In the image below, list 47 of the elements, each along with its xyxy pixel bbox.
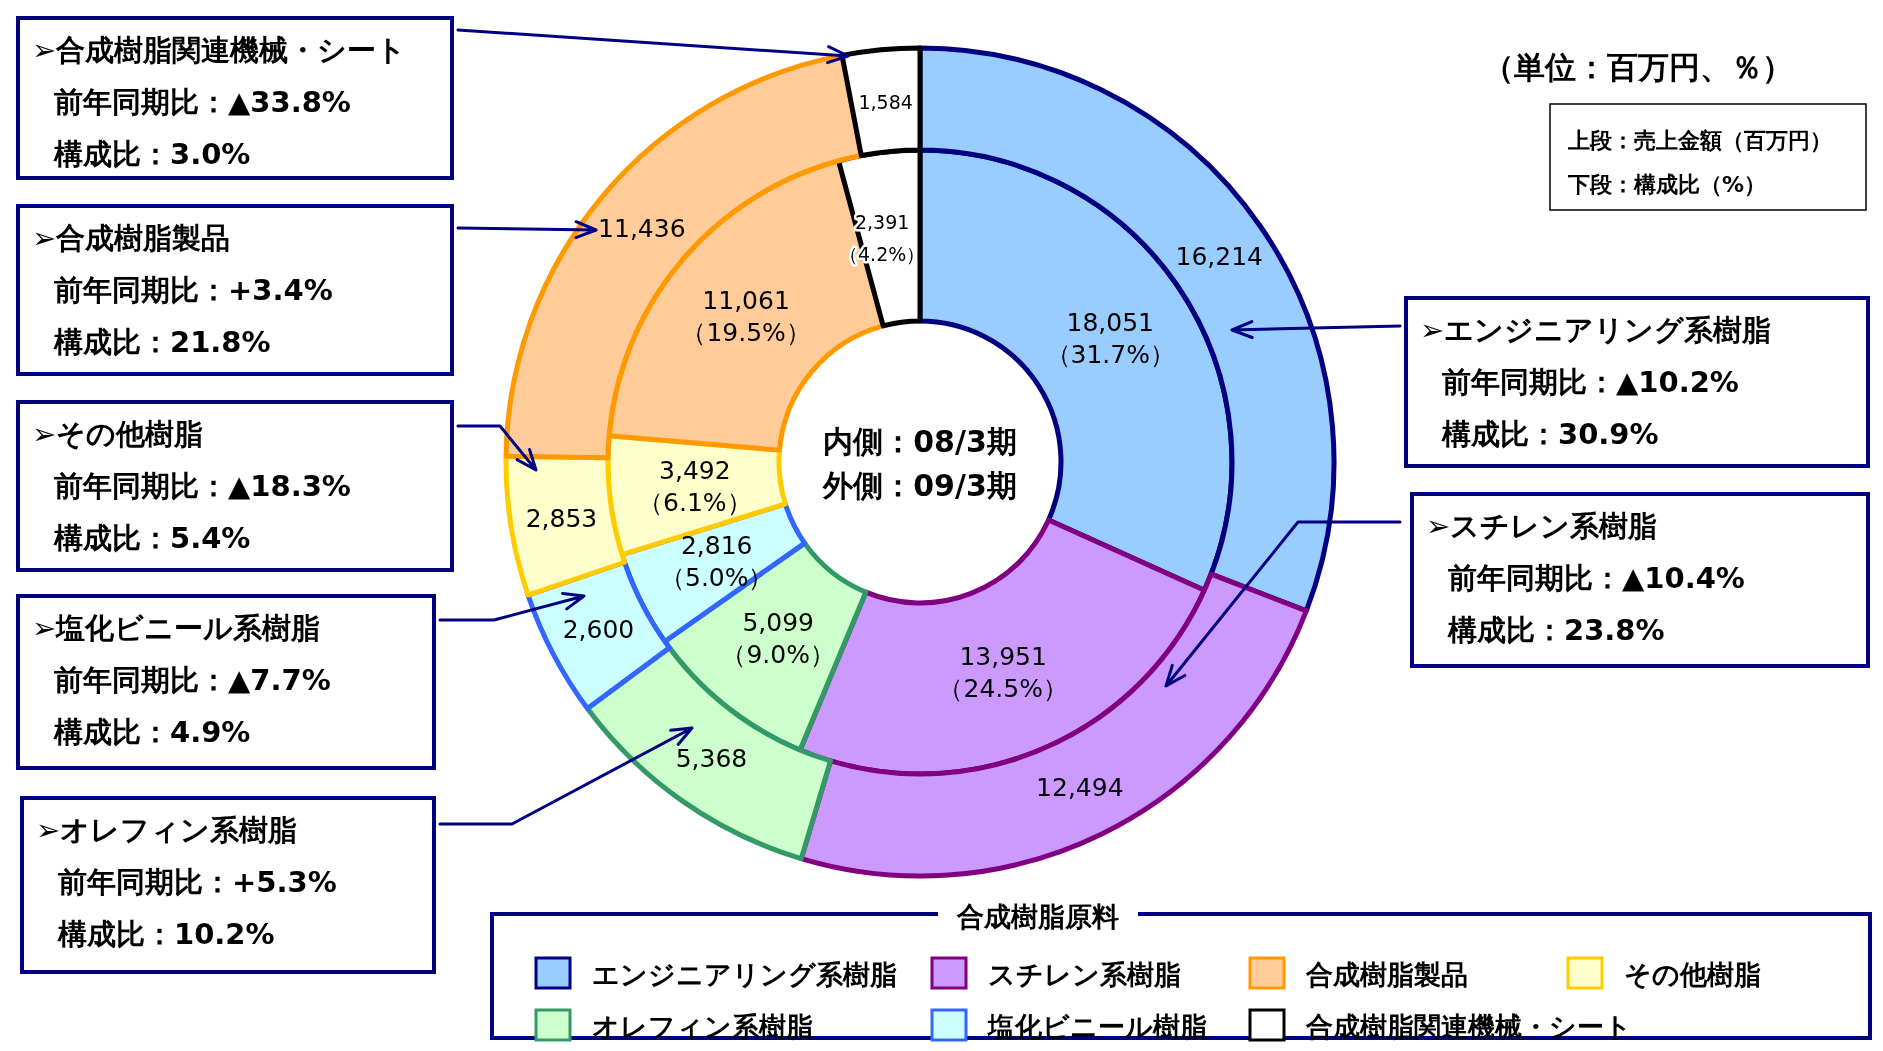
- text: 前年同期比：▲33.8%: [53, 85, 351, 119]
- data-label: 5,368: [675, 744, 748, 774]
- text: ➢スチレン系樹脂: [1426, 509, 1658, 543]
- text: 構成比：4.9%: [53, 715, 251, 749]
- text: 前年同期比：▲10.2%: [1441, 365, 1739, 399]
- legend-label: 塩化ビニール樹脂: [987, 1011, 1207, 1042]
- text: 前年同期比：▲7.7%: [53, 663, 331, 697]
- text: 外側：09/3期: [822, 468, 1017, 503]
- text: ➢その他樹脂: [32, 417, 204, 451]
- data-label: 2,853: [525, 503, 598, 533]
- text: 構成比：30.9%: [1441, 417, 1659, 451]
- text: 構成比：5.4%: [53, 521, 251, 555]
- legend-label: 合成樹脂製品: [1305, 959, 1468, 990]
- text: 前年同期比：▲18.3%: [53, 469, 351, 503]
- text: 内側：08/3期: [823, 424, 1017, 459]
- text: 前年同期比：▲10.4%: [1447, 561, 1745, 595]
- data-label: 18,051 （31.7%）: [1045, 308, 1175, 370]
- text: ➢オレフィン系樹脂: [36, 813, 298, 847]
- data-label: 11,061 （19.5%）: [681, 285, 811, 347]
- text: ➢合成樹脂関連機械・シート: [32, 33, 407, 67]
- data-label: 3,492 （6.1%）: [638, 455, 752, 517]
- text: 構成比：23.8%: [1447, 613, 1665, 647]
- data-label: 13,951 （24.5%）: [938, 641, 1068, 703]
- data-label: 1,584: [858, 90, 913, 113]
- text: 構成比：10.2%: [57, 917, 275, 951]
- text: 上段：売上金額（百万円）: [1567, 128, 1832, 153]
- legend-label: その他樹脂: [1624, 959, 1761, 990]
- text: 前年同期比：+3.4%: [53, 273, 333, 307]
- data-label: 16,214: [1175, 241, 1264, 271]
- legend-label: エンジニアリング系樹脂: [592, 959, 897, 990]
- chart-subtitle: （単位：百万円、％）: [1483, 49, 1793, 85]
- legend-label: 合成樹脂関連機械・シート: [1305, 1011, 1632, 1042]
- legend-label: スチレン系樹脂: [988, 959, 1181, 990]
- data-label: 2,816 （5.0%）: [660, 530, 774, 592]
- text: 構成比：3.0%: [53, 137, 251, 171]
- text: 構成比：21.8%: [53, 325, 271, 359]
- text: 下段：構成比（%）: [1567, 172, 1767, 197]
- text: ➢エンジニアリング系樹脂: [1420, 313, 1772, 347]
- data-label: 11,436: [598, 213, 686, 243]
- legend-label: オレフィン系樹脂: [592, 1011, 813, 1042]
- data-label: 12,494: [1036, 772, 1124, 802]
- text: 前年同期比：+5.3%: [57, 865, 337, 899]
- text: ➢合成樹脂製品: [32, 221, 231, 255]
- text: ➢塩化ビニール系樹脂: [32, 611, 321, 645]
- data-label: 5,099 （9.0%）: [721, 607, 835, 669]
- data-label: 2,600: [562, 615, 635, 645]
- legend-title: 合成樹脂原料: [956, 901, 1119, 932]
